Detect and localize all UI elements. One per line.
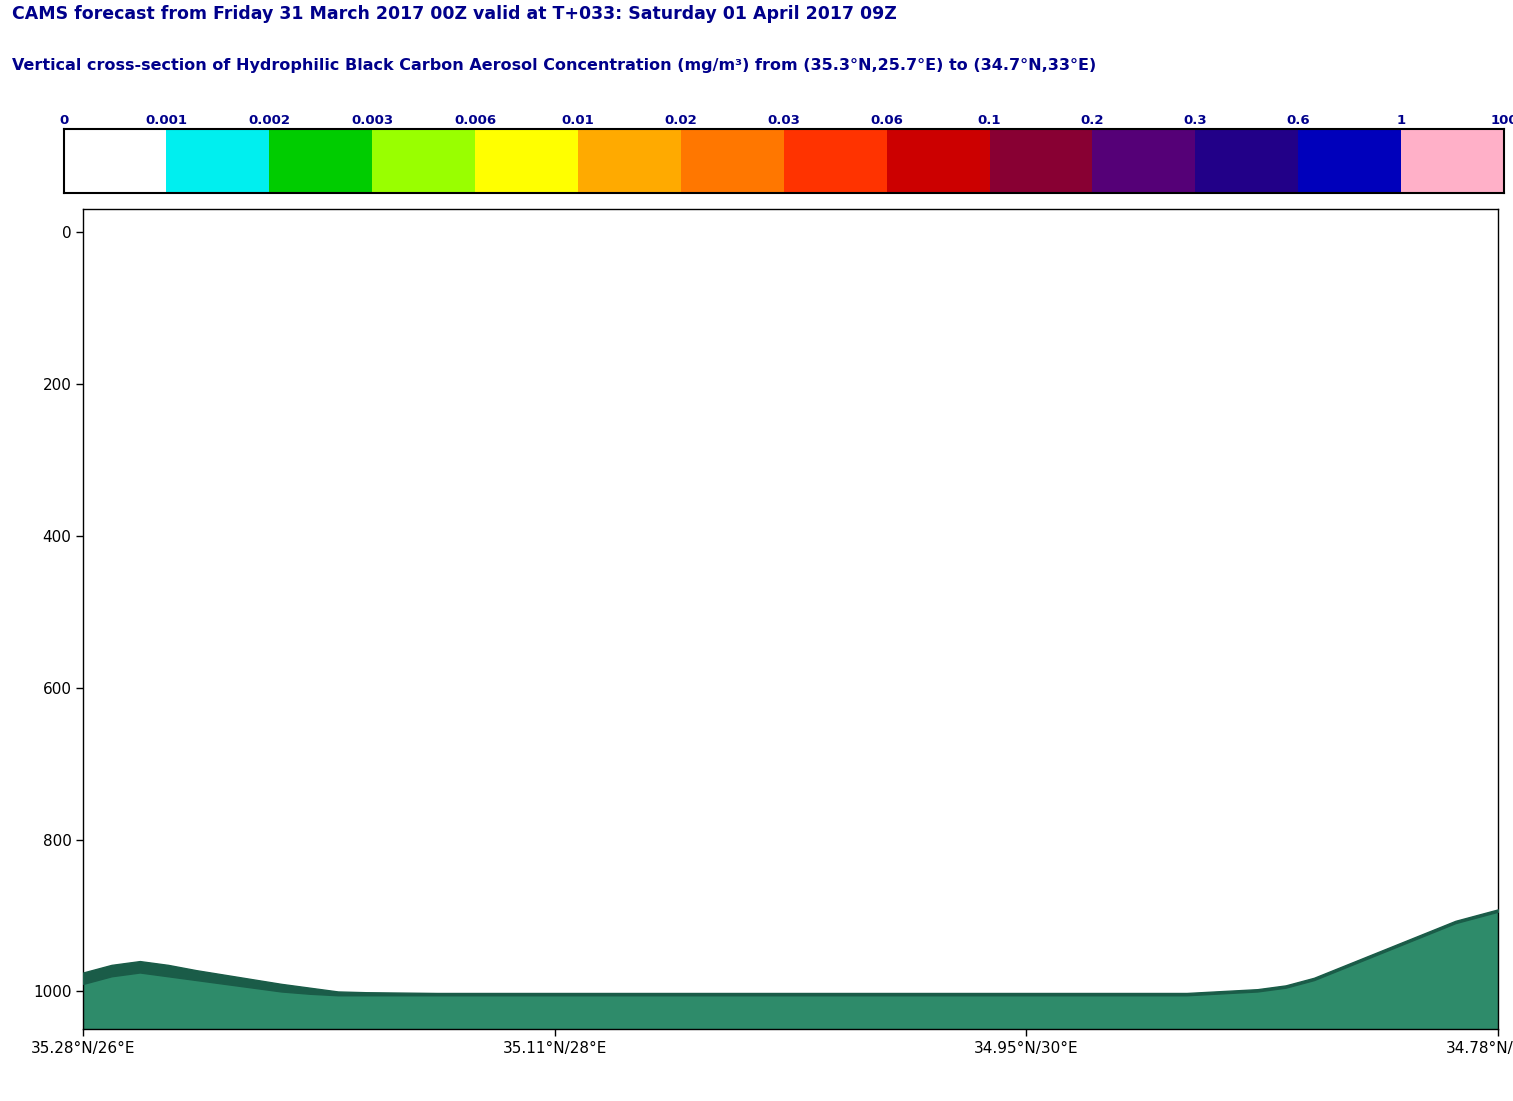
- Bar: [1195, 129, 1298, 193]
- Bar: [990, 129, 1092, 193]
- Bar: [887, 129, 990, 193]
- Text: Vertical cross-section of Hydrophilic Black Carbon Aerosol Concentration (mg/m³): Vertical cross-section of Hydrophilic Bl…: [12, 57, 1097, 73]
- Bar: [1092, 129, 1195, 193]
- Bar: [64, 129, 166, 193]
- Bar: [269, 129, 372, 193]
- Bar: [681, 129, 784, 193]
- Bar: [166, 129, 269, 193]
- Bar: [1401, 129, 1504, 193]
- Bar: [475, 129, 578, 193]
- Bar: [578, 129, 681, 193]
- Text: CAMS forecast from Friday 31 March 2017 00Z valid at T+033: Saturday 01 April 20: CAMS forecast from Friday 31 March 2017 …: [12, 6, 897, 23]
- Bar: [784, 129, 887, 193]
- Bar: [372, 129, 475, 193]
- Bar: [1298, 129, 1401, 193]
